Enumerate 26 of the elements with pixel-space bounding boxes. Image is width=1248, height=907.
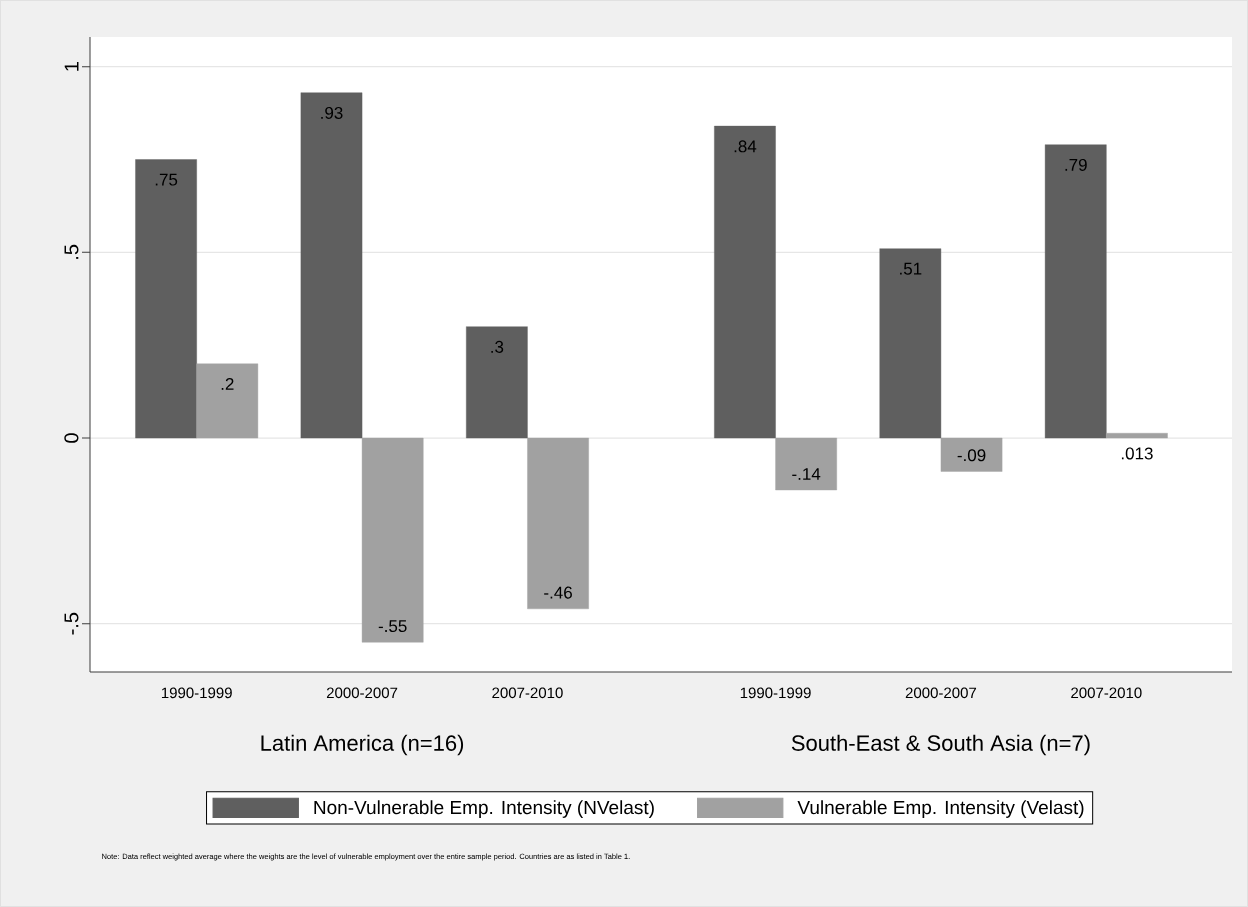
data-label: -.14: [792, 468, 821, 480]
legend-label: Non-Vulnerable Emp. Intensity (NVelast): [314, 800, 654, 818]
x-tick-label: 1990-1999: [740, 687, 811, 699]
data-label: .2: [221, 377, 234, 390]
x-tick-label: 2000-2007: [905, 687, 977, 699]
x-tick-label: 2000-2007: [326, 687, 398, 699]
text: South-East & South Asia (n=7): [791, 734, 1090, 756]
y-tick-label: .5: [64, 244, 79, 259]
y-tick-label: 1: [64, 62, 79, 71]
data-label: .79: [1065, 158, 1087, 171]
x-tick-label: 2007-2010: [492, 687, 563, 699]
data-label: -.46: [544, 586, 572, 599]
data-label: .51: [900, 262, 922, 275]
data-label: .75: [155, 173, 178, 186]
data-label: .84: [734, 140, 757, 153]
x-tick-label: 1990-1999: [161, 687, 232, 699]
data-label: -.55: [378, 620, 407, 633]
y-tick-label: -.5: [64, 612, 79, 635]
y-tick-label: 0: [64, 433, 79, 443]
data-label: .3: [491, 340, 504, 353]
data-label: .93: [321, 106, 343, 119]
legend-label: Vulnerable Emp. Intensity (Velast): [797, 800, 1084, 818]
data-label: -.09: [957, 449, 986, 462]
data-label: .013: [1121, 447, 1153, 460]
x-tick-label: 2007-2010: [1071, 687, 1142, 699]
text: Latin America (n=16): [261, 734, 464, 756]
